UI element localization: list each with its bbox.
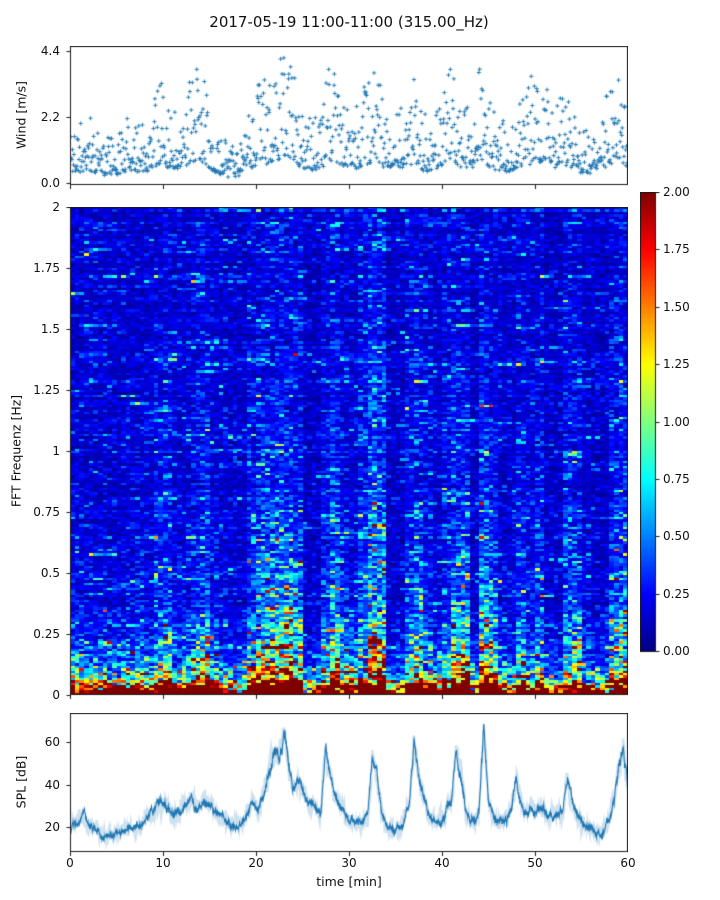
colorbar-tick-label: 1.50 [663,299,690,314]
colorbar-tick-label: 1.75 [663,242,690,257]
colorbar-tick-label: 1.00 [663,414,690,429]
time-xtick-label: 20 [248,856,264,870]
spectrogram-ytick-label: 0.75 [33,505,60,519]
time-xtick-label: 10 [155,856,171,870]
spectrogram-ytick-label: 2 [52,200,60,214]
colorbar [640,192,662,653]
time-xtick-label: 40 [434,856,450,870]
spectrogram-ytick-label: 0 [52,688,60,702]
time-xtick-label: 50 [527,856,543,870]
colorbar-tick-label: 0.75 [663,471,690,486]
wind-ytick-label: 2.2 [40,110,60,124]
spectrogram-ytick-label: 1.5 [40,322,60,336]
colorbar-tick-label: 0.50 [663,529,690,544]
time-xtick-label: 30 [341,856,357,870]
spl-ytick-label: 60 [44,735,60,750]
spl-line-plot [64,713,628,858]
wind-ytick-label: 0.0 [40,176,60,191]
spl-ytick-label: 20 [44,819,60,834]
spectrogram-ytick-label: 1.75 [33,261,60,275]
time-xtick-label: 0 [66,856,74,870]
colorbar-tick-label: 0.25 [663,586,690,601]
time-xtick-label: 60 [620,856,636,870]
wind-ytick-label: 4.4 [40,43,60,58]
spectrogram-ytick-label: 1 [52,444,60,458]
spectrogram-ytick-label: 0.5 [40,566,60,580]
spl-ytick-label: 40 [44,777,60,792]
figure-title: 2017-05-19 11:00-11:00 (315.00_Hz) [209,13,489,31]
colorbar-tick-label: 0.00 [663,644,690,658]
spectrogram-plot [64,207,628,701]
wind-scatter-plot [64,46,628,191]
colorbar-tick-label: 2.00 [663,185,690,199]
time-xlabel: time [min] [316,874,382,889]
colorbar-tick-label: 1.25 [663,357,690,372]
spectrogram-ytick-label: 0.25 [33,627,60,641]
spectrogram-ytick-label: 1.25 [33,383,60,397]
